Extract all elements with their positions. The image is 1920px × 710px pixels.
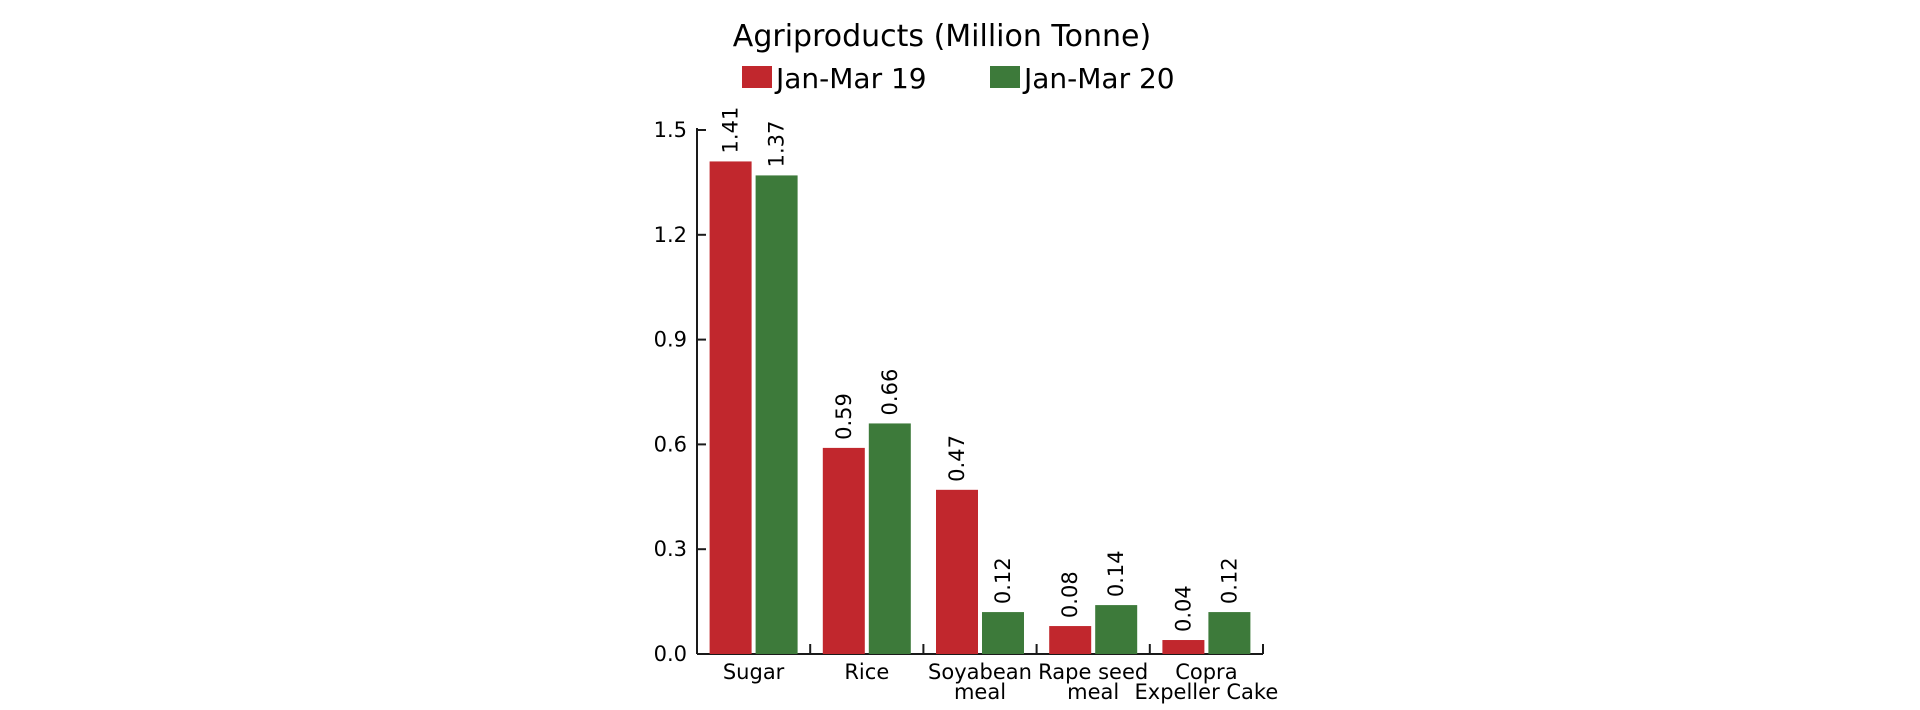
bar [1162,640,1205,654]
data-label: 0.04 [1171,585,1195,632]
legend: Jan-Mar 19 Jan-Mar 20 [742,62,1175,95]
bar [868,423,911,654]
category-label-line: meal [1067,680,1119,704]
y-tick-label: 0.9 [654,328,687,352]
legend-swatch [742,66,772,88]
data-label: 0.14 [1104,550,1128,597]
bar [755,175,798,654]
category-label-line: Copra [1175,660,1237,684]
y-tick-label: 1.5 [654,118,687,142]
bar [982,612,1024,654]
bar [1208,612,1251,654]
data-label: 1.37 [765,121,789,168]
data-label: 0.12 [991,557,1015,604]
category-label-line: Rice [844,660,889,684]
category-label: Copra Expeller Cake [1135,660,1279,704]
category-label: Soyabean meal [928,660,1032,704]
category-label-line: Expeller Cake [1135,680,1279,704]
bar [822,447,865,654]
chart-title: Agriproducts (Million Tonne) [733,19,1151,54]
data-label: 0.12 [1217,557,1241,604]
category-label: Rape seed meal [1038,660,1148,704]
bar [936,489,978,654]
y-tick-label: 0.6 [654,432,687,456]
category-label-line: meal [954,680,1006,704]
data-label: 0.59 [832,393,856,440]
y-tick-label: 1.2 [654,223,687,247]
bar [1049,626,1092,654]
plot-area: 0.0 0.3 0.6 0.9 1.2 1.5 1.41 1.37 Sugar 0.59 0.66 R… [654,107,1279,704]
y-tick-label: 0.3 [654,537,687,561]
legend-label: Jan-Mar 20 [1022,62,1175,95]
category-label: Sugar [723,660,785,684]
data-label: 0.08 [1058,571,1082,618]
data-label: 1.41 [719,107,743,154]
category-label-line: Rape seed [1038,660,1148,684]
legend-swatch [990,66,1020,88]
legend-label: Jan-Mar 19 [774,62,927,95]
category-label-line: Sugar [723,660,785,684]
bar [1095,605,1138,654]
category-label: Rice [844,660,889,684]
bar [709,161,752,654]
category-label-line: Soyabean [928,660,1032,684]
data-label: 0.66 [878,369,902,416]
y-tick-label: 0.0 [654,642,687,666]
data-label: 0.47 [945,435,969,482]
